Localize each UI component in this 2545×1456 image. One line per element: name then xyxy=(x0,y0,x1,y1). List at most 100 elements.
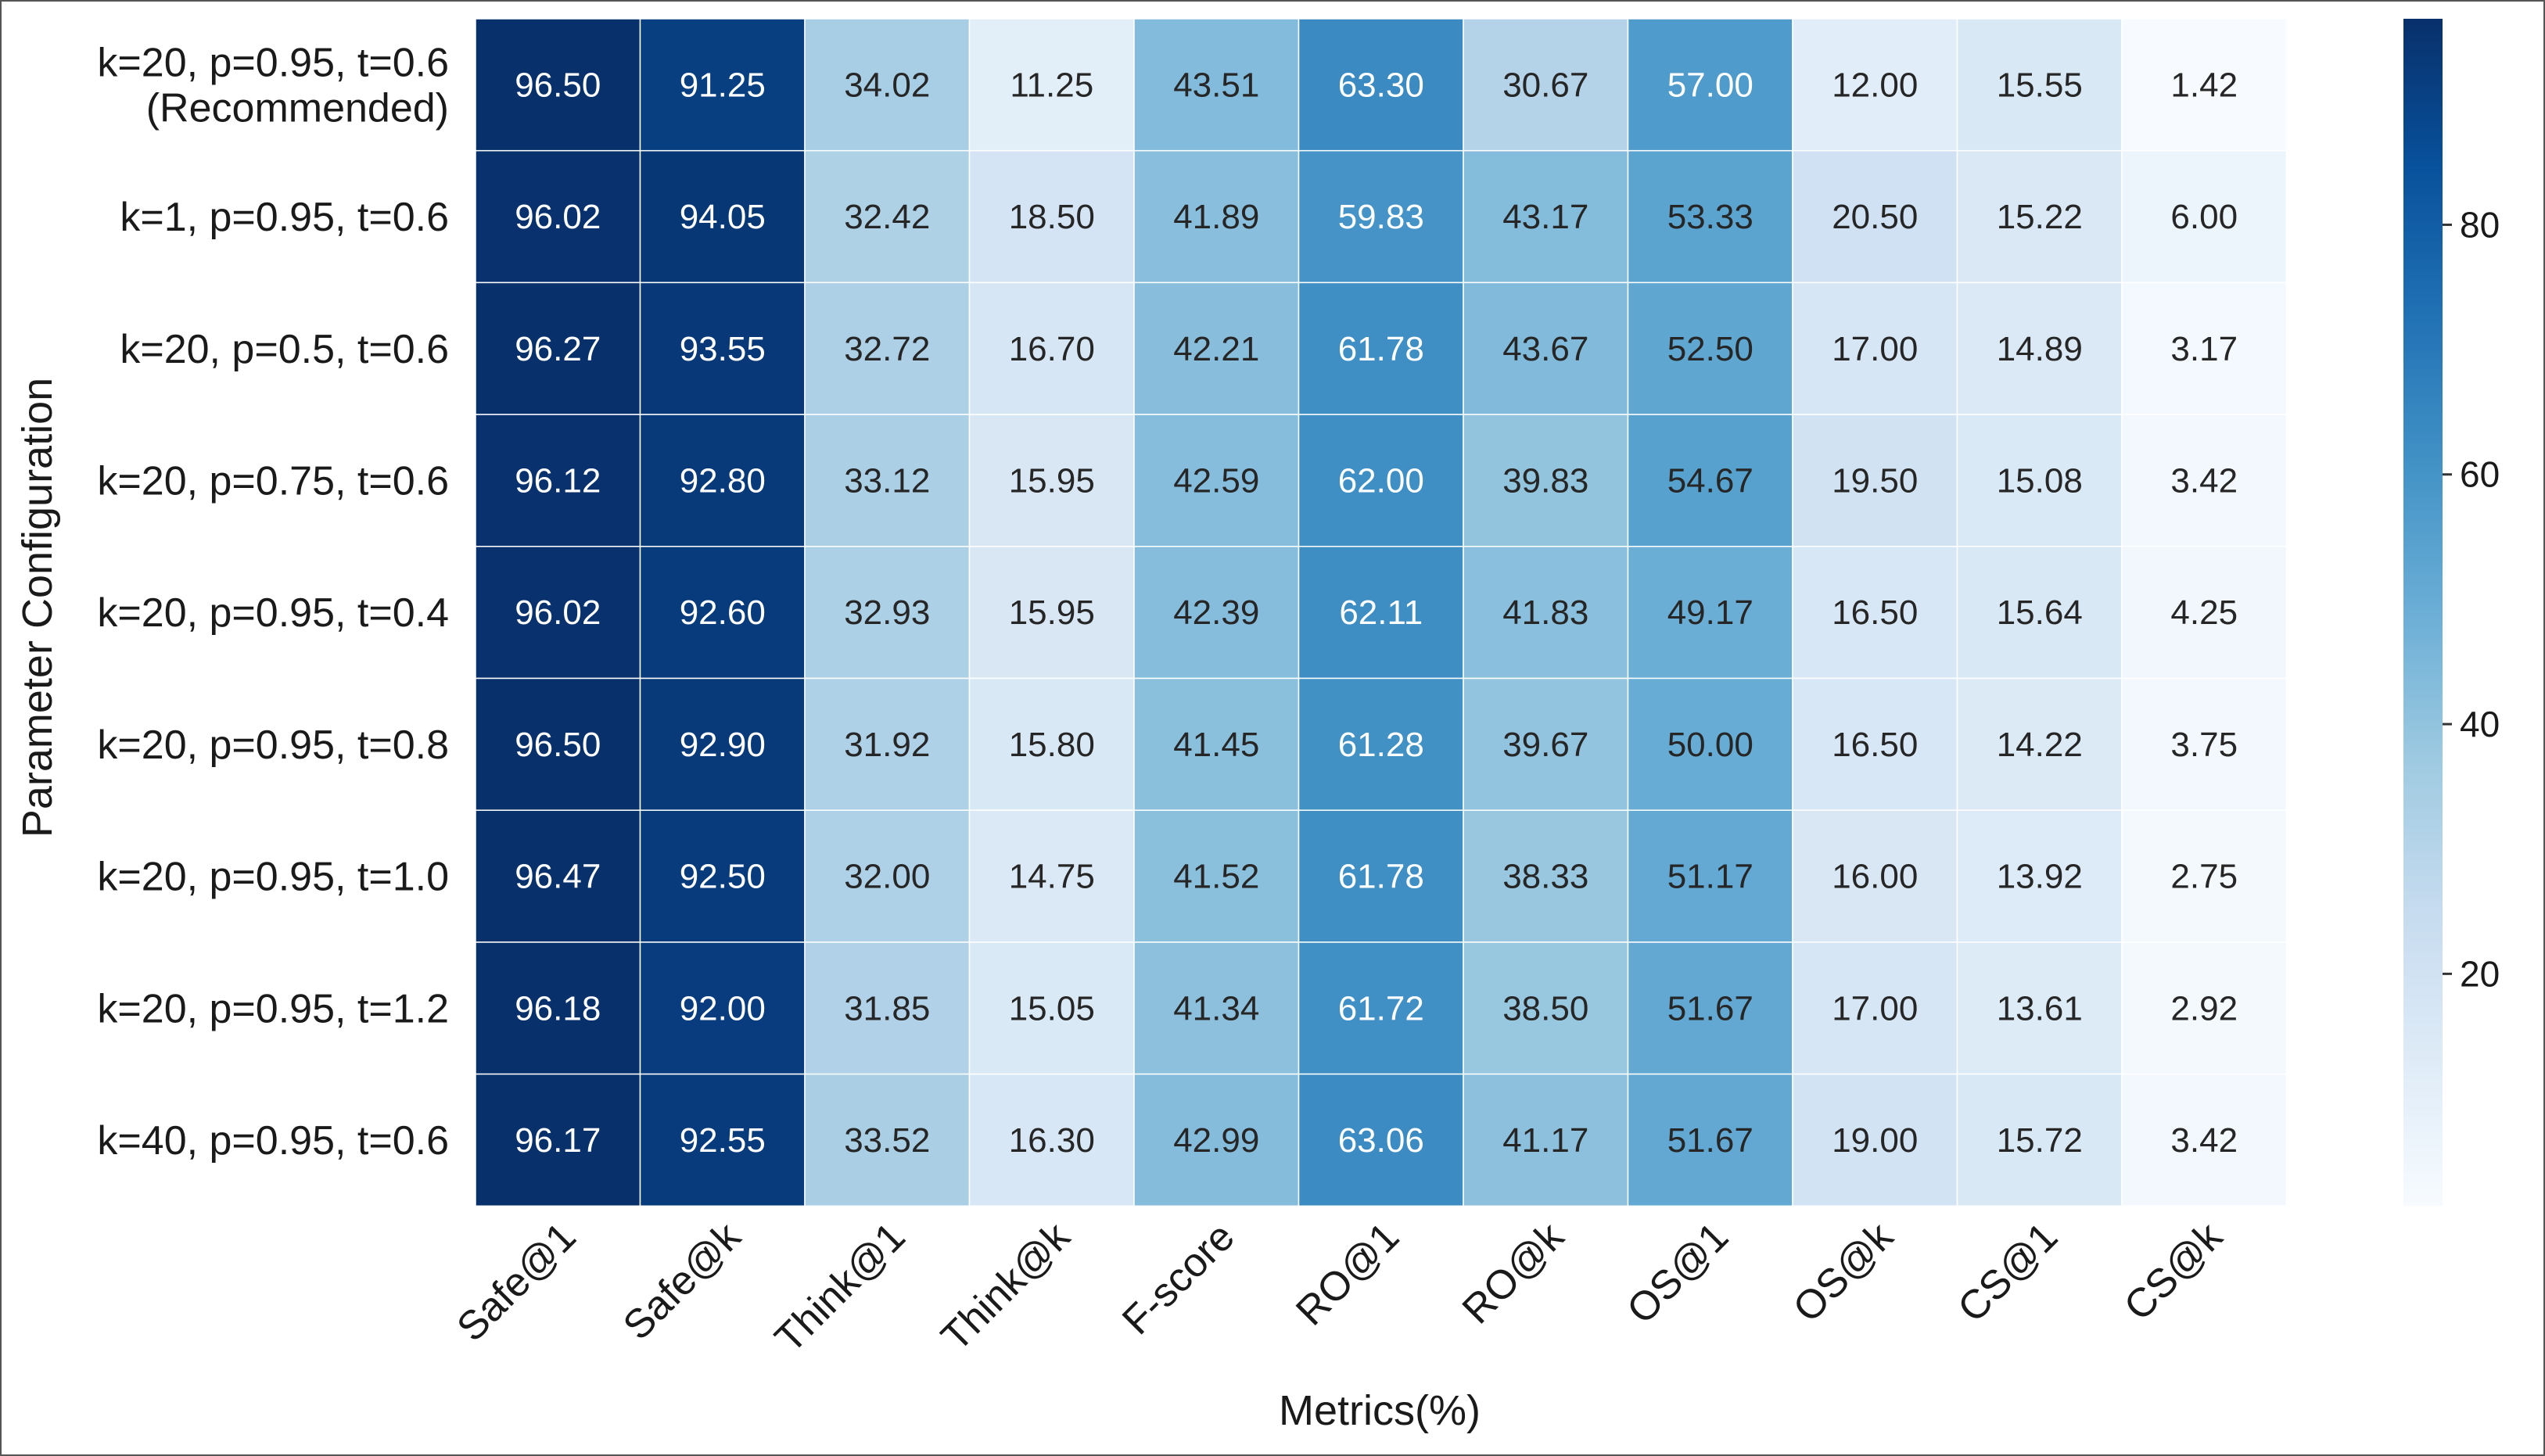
heatmap-cell xyxy=(1956,282,2123,415)
heatmap-cell xyxy=(804,1073,971,1207)
cell-value-label: 2.92 xyxy=(2170,989,2238,1027)
x-tick-label: Safe@1 xyxy=(448,1214,584,1350)
heatmap-cell xyxy=(639,18,806,152)
heatmap-cell xyxy=(1627,1073,1793,1207)
heatmap-cell xyxy=(804,414,971,547)
cell-value-label: 96.27 xyxy=(515,330,601,368)
heatmap-cell xyxy=(1298,809,1464,943)
heatmap-cell xyxy=(475,282,641,415)
cell-value-label: 92.80 xyxy=(680,461,766,500)
x-axis-title: Metrics(%) xyxy=(1279,1387,1481,1434)
x-tick-label: Think@k xyxy=(933,1214,1079,1360)
cell-value-label: 16.30 xyxy=(1009,1121,1095,1160)
cell-value-label: 42.39 xyxy=(1173,594,1259,632)
cell-value-label: 63.30 xyxy=(1338,66,1424,104)
cell-value-label: 43.51 xyxy=(1173,66,1259,104)
cell-value-label: 51.67 xyxy=(1667,989,1754,1027)
x-tick-label: Safe@k xyxy=(615,1214,750,1349)
y-tick-label: k=20, p=0.95, t=1.2 xyxy=(97,986,449,1031)
heatmap-cell xyxy=(1627,809,1793,943)
y-tick-label: k=40, p=0.95, t=0.6 xyxy=(97,1118,449,1164)
cell-value-label: 39.67 xyxy=(1502,726,1588,764)
cell-value-label: 13.92 xyxy=(1997,858,2083,896)
heatmap-cell xyxy=(968,149,1135,284)
heatmap-cell xyxy=(1298,149,1464,284)
heatmap-cell xyxy=(1792,677,1958,811)
heatmap-cell xyxy=(968,282,1135,415)
heatmap-cell xyxy=(968,546,1135,680)
cell-value-label: 20.50 xyxy=(1832,198,1918,236)
y-axis-title: Parameter Configuration xyxy=(14,378,61,837)
cell-value-label: 41.89 xyxy=(1173,198,1259,236)
heatmap-cell xyxy=(1133,414,1300,547)
cell-value-label: 15.22 xyxy=(1997,198,2083,236)
cell-value-label: 15.72 xyxy=(1997,1121,2083,1160)
x-tick-label: OS@1 xyxy=(1618,1214,1737,1332)
x-tick-label: Think@1 xyxy=(766,1214,914,1361)
heatmap-cell xyxy=(475,941,641,1075)
heatmap-cell xyxy=(1463,546,1629,680)
cell-value-label: 96.02 xyxy=(515,198,601,236)
cell-value-label: 16.00 xyxy=(1832,858,1918,896)
heatmap-cell xyxy=(2121,546,2288,680)
heatmap-cell xyxy=(639,414,806,547)
cell-value-label: 61.78 xyxy=(1338,858,1424,896)
heatmap-cell xyxy=(1792,941,1958,1075)
heatmap-cell xyxy=(1956,941,2123,1075)
heatmap-cell xyxy=(1133,282,1300,415)
cell-value-label: 17.00 xyxy=(1832,330,1918,368)
cell-value-label: 33.52 xyxy=(844,1121,930,1160)
cell-value-label: 41.34 xyxy=(1173,989,1259,1027)
cell-value-label: 16.70 xyxy=(1009,330,1095,368)
colorbar-tick-label: 20 xyxy=(2460,953,2500,994)
x-tick-label: F-score xyxy=(1114,1214,1244,1343)
heatmap-cell xyxy=(2121,414,2288,547)
cell-value-label: 2.75 xyxy=(2170,858,2238,896)
heatmap-cell xyxy=(639,677,806,811)
cell-value-label: 96.02 xyxy=(515,594,601,632)
heatmap-cell xyxy=(1133,809,1300,943)
heatmap-cell xyxy=(968,18,1135,152)
cell-value-label: 51.67 xyxy=(1667,1121,1754,1160)
cell-value-label: 62.00 xyxy=(1338,461,1424,500)
cell-value-label: 3.75 xyxy=(2170,726,2238,764)
cell-value-label: 52.50 xyxy=(1667,330,1754,368)
cell-value-label: 91.25 xyxy=(680,66,766,104)
cell-value-label: 41.52 xyxy=(1173,858,1259,896)
colorbar xyxy=(2403,19,2443,1206)
cell-value-label: 53.33 xyxy=(1667,198,1754,236)
y-tick-label: k=20, p=0.75, t=0.6 xyxy=(97,458,449,504)
heatmap-cells xyxy=(475,18,2288,1207)
heatmap-cell xyxy=(1298,282,1464,415)
cell-value-label: 96.17 xyxy=(515,1121,601,1160)
heatmap-cell xyxy=(475,149,641,284)
cell-value-label: 32.42 xyxy=(844,198,930,236)
cell-value-label: 50.00 xyxy=(1667,726,1754,764)
heatmap-cell xyxy=(475,809,641,943)
cell-value-label: 51.17 xyxy=(1667,858,1754,896)
cell-value-label: 92.50 xyxy=(680,858,766,896)
cell-value-label: 96.50 xyxy=(515,66,601,104)
cell-value-label: 42.99 xyxy=(1173,1121,1259,1160)
heatmap-cell xyxy=(639,1073,806,1207)
cell-value-label: 96.47 xyxy=(515,858,601,896)
colorbar-tick-label: 40 xyxy=(2460,704,2500,744)
heatmap-cell xyxy=(475,677,641,811)
heatmap-cell xyxy=(1463,414,1629,547)
cell-value-label: 15.08 xyxy=(1997,461,2083,500)
cell-value-label: 59.83 xyxy=(1338,198,1424,236)
x-tick-label: CS@k xyxy=(2116,1214,2232,1330)
cell-value-label: 15.64 xyxy=(1997,594,2083,632)
cell-value-label: 96.50 xyxy=(515,726,601,764)
cell-value-label: 14.75 xyxy=(1009,858,1095,896)
cell-value-label: 43.67 xyxy=(1502,330,1588,368)
heatmap-cell xyxy=(1133,149,1300,284)
heatmap-cell xyxy=(1792,149,1958,284)
cell-value-label: 32.00 xyxy=(844,858,930,896)
cell-value-label: 63.06 xyxy=(1338,1121,1424,1160)
cell-value-label: 14.22 xyxy=(1997,726,2083,764)
heatmap-cell xyxy=(968,1073,1135,1207)
cell-value-label: 41.83 xyxy=(1502,594,1588,632)
cell-value-label: 15.95 xyxy=(1009,594,1095,632)
